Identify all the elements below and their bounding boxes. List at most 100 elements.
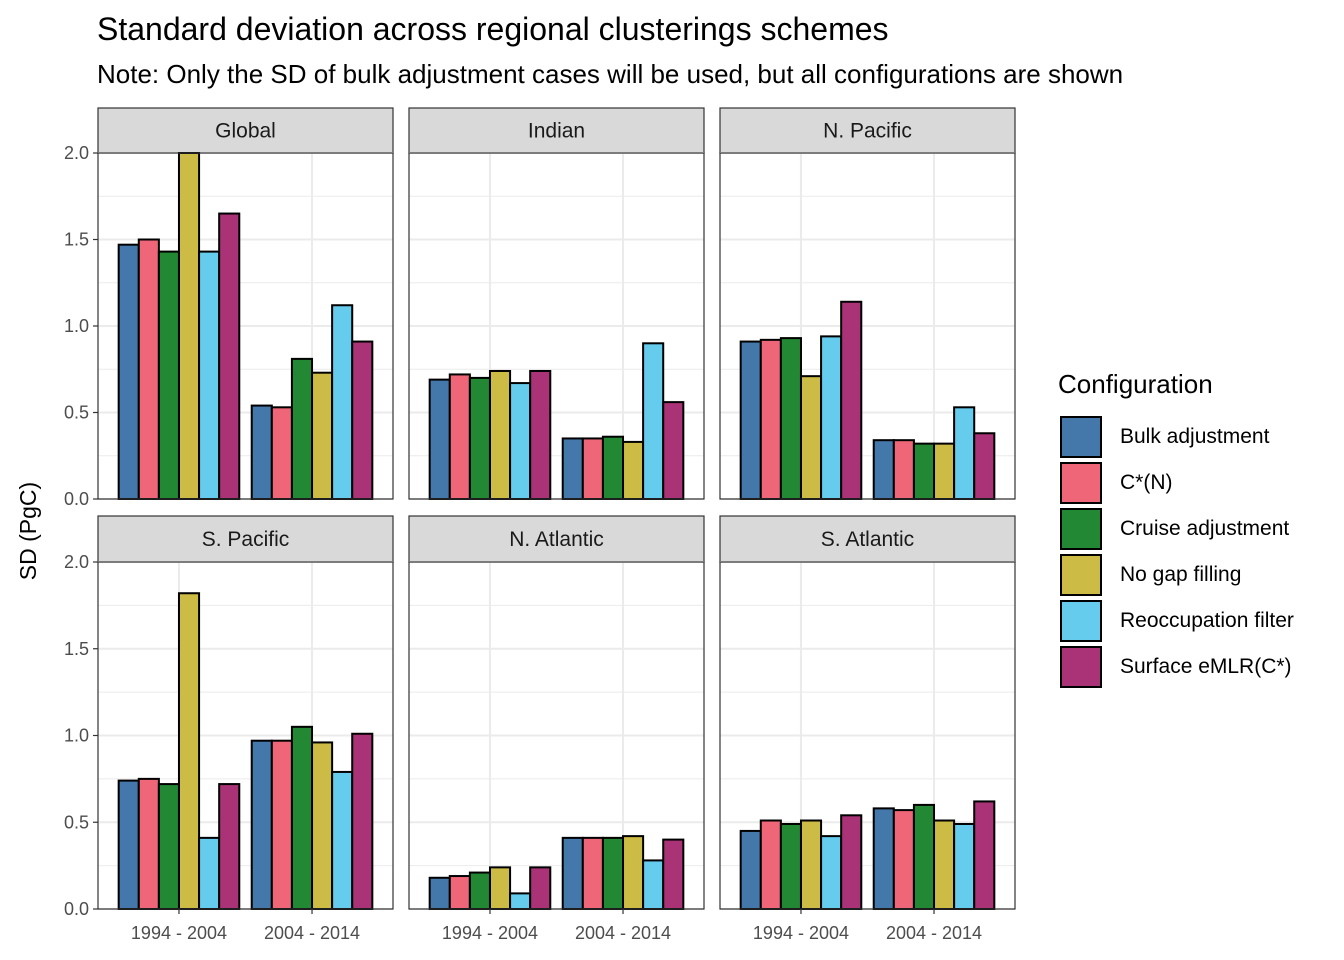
x-tick-label: 2004 - 2014 [575, 923, 671, 943]
bar [250, 739, 273, 911]
legend-key-swatch [1060, 646, 1102, 688]
bar [799, 375, 823, 501]
chart-title: Standard deviation across regional clust… [97, 11, 889, 47]
bar [117, 779, 140, 910]
facet-panel: N. Pacific [719, 107, 1016, 501]
legend: Configuration Bulk adjustment C*(N) Cruise… [1058, 368, 1294, 690]
bar [270, 739, 293, 911]
legend-item: Cruise adjustment [1058, 506, 1294, 552]
bar [290, 357, 314, 500]
bar [311, 741, 334, 910]
y-tick-label: 0.0 [64, 489, 89, 509]
y-tick-label: 0.0 [64, 899, 89, 919]
bar [642, 342, 665, 500]
bar [137, 777, 160, 910]
bar [739, 829, 762, 910]
bar [488, 866, 512, 910]
facet-strip-label: N. Pacific [823, 120, 912, 143]
bar [198, 250, 221, 500]
facet-panel: N. Atlantic 1994 - 2004 2004 - 2014 [408, 515, 705, 943]
bar [448, 875, 471, 910]
bar [581, 836, 604, 910]
legend-label: Reoccupation filter [1120, 609, 1294, 632]
bar [953, 406, 976, 500]
legend-item: Surface eMLR(C*) [1058, 644, 1294, 690]
facet-strip [719, 515, 1016, 563]
bar [642, 859, 665, 910]
bar [892, 439, 915, 500]
bar [662, 401, 685, 500]
bar [799, 819, 823, 911]
facet-strip-label: Indian [528, 120, 585, 143]
bar [759, 338, 782, 500]
bar [933, 442, 956, 501]
facet-strip-label: Global [215, 120, 276, 143]
bar [662, 838, 685, 910]
panel-border [408, 152, 705, 500]
bar [973, 432, 996, 501]
bar [622, 835, 645, 911]
legend-item: No gap filling [1058, 552, 1294, 598]
bar [428, 876, 451, 911]
bar [872, 439, 895, 500]
bar [351, 732, 374, 911]
facet-panel: S. Pacific 0.0 0.5 1.0 1.5 2.0 1994 - 2004 2004… [64, 515, 394, 943]
x-tick-label: 1994 - 2004 [442, 923, 538, 943]
x-tick-label: 2004 - 2014 [886, 923, 982, 943]
bar [581, 437, 604, 501]
facet-strip-label: N. Atlantic [509, 528, 604, 551]
bar [137, 238, 160, 500]
bar [779, 337, 802, 500]
facet-panel: Indian [408, 107, 705, 501]
bar [157, 250, 180, 500]
bar [840, 814, 863, 910]
bar [601, 435, 625, 500]
bar [157, 783, 180, 911]
bar [331, 770, 354, 910]
bar [933, 819, 956, 911]
bar [820, 835, 843, 911]
bar [218, 212, 241, 501]
bar [912, 442, 936, 501]
bar [509, 382, 532, 500]
legend-key-swatch [1060, 554, 1102, 596]
bar [820, 335, 843, 500]
bar [509, 892, 532, 911]
bar [601, 836, 625, 910]
bar [250, 404, 273, 500]
facet-strip [408, 107, 705, 154]
legend-item: Bulk adjustment [1058, 414, 1294, 460]
facet-strip-label: S. Atlantic [821, 528, 914, 551]
bar [529, 866, 552, 910]
bar [739, 340, 762, 500]
x-tick-label: 1994 - 2004 [131, 923, 227, 943]
legend-label: Bulk adjustment [1120, 425, 1270, 448]
panel-border [408, 561, 705, 910]
bar [468, 376, 491, 500]
legend-items: Bulk adjustment C*(N) Cruise adjustment No … [1058, 414, 1294, 690]
bar [488, 369, 512, 501]
bar [351, 340, 374, 500]
y-tick-label: 1.5 [64, 639, 89, 659]
y-axis-title: SD (PgC) [15, 482, 41, 580]
bar [177, 592, 201, 910]
legend-item: Reoccupation filter [1058, 598, 1294, 644]
facet-strip [408, 515, 705, 563]
facet-strip [719, 107, 1016, 154]
bar [311, 371, 334, 500]
legend-label: Cruise adjustment [1120, 517, 1290, 540]
bar [529, 369, 552, 501]
y-tick-label: 0.5 [64, 403, 89, 423]
legend-label: Surface eMLR(C*) [1120, 655, 1292, 678]
x-tick-label: 2004 - 2014 [264, 923, 360, 943]
bar [177, 152, 201, 500]
legend-key-swatch [1060, 462, 1102, 504]
bar [872, 807, 895, 910]
bar [779, 822, 802, 910]
panel-border [719, 561, 1016, 910]
facet-panel: Global 0.0 0.5 1.0 1.5 2.0 [64, 107, 394, 509]
legend-title: Configuration [1058, 369, 1213, 399]
legend-item: C*(N) [1058, 460, 1294, 506]
facet-panel: S. Atlantic 1994 - 2004 2004 - 2014 [719, 515, 1016, 943]
